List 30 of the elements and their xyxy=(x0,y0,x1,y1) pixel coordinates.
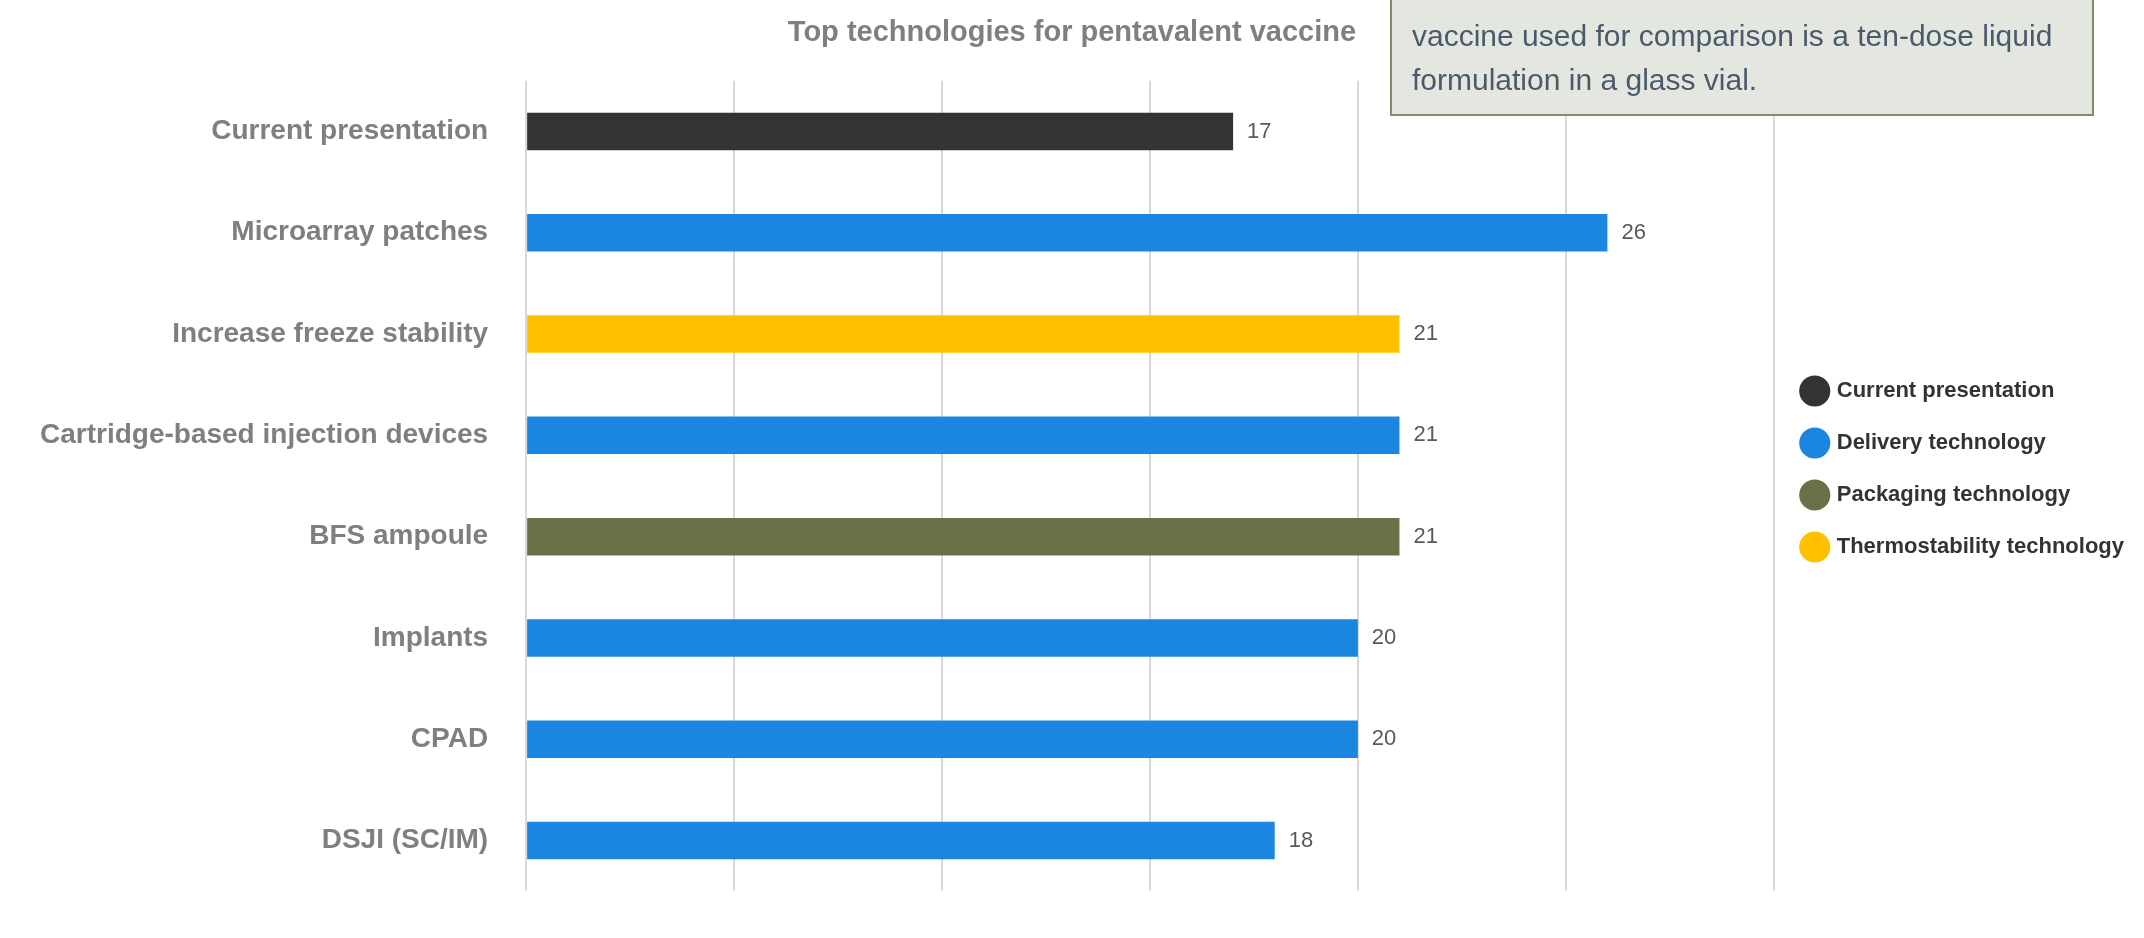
y-tick-label: Implants xyxy=(373,620,489,652)
legend-label: Packaging technology xyxy=(1836,481,2071,507)
legend-label: Thermostability technology xyxy=(1836,533,2125,559)
y-tick-label: CPAD xyxy=(410,721,489,753)
bar xyxy=(527,517,1400,556)
data-label: 20 xyxy=(1371,624,1397,650)
bar xyxy=(527,416,1400,455)
y-tick-label: DSJI (SC/IM) xyxy=(321,823,489,855)
bar xyxy=(527,214,1608,252)
y-tick-label: Increase freeze stability xyxy=(172,316,489,348)
data-label: 21 xyxy=(1413,522,1438,548)
data-label: 21 xyxy=(1413,421,1438,447)
y-tick-label: Microarray patches xyxy=(231,215,489,247)
data-label: 20 xyxy=(1371,725,1397,751)
data-label: 17 xyxy=(1247,117,1272,143)
annotation: vaccine used for comparison is a ten-dose liquid formulation in a glass vial. xyxy=(1390,0,2094,116)
bar xyxy=(527,821,1275,860)
y-tick-label: BFS ampoule xyxy=(309,519,489,551)
y-tick-label: Cartridge-based injection devices xyxy=(40,418,489,450)
bar xyxy=(527,112,1234,151)
y-tick-label: Current presentation xyxy=(211,114,489,146)
data-label: 21 xyxy=(1413,320,1438,346)
data-label: 26 xyxy=(1621,218,1646,244)
legend-label: Current presentation xyxy=(1836,377,2055,403)
legend-label: Delivery technology xyxy=(1836,429,2047,455)
data-label: 18 xyxy=(1288,826,1314,852)
chart-title: Top technologies for pentavalent vaccine xyxy=(787,15,1357,48)
bar xyxy=(527,315,1400,353)
bar xyxy=(527,619,1358,657)
bar xyxy=(527,720,1358,758)
